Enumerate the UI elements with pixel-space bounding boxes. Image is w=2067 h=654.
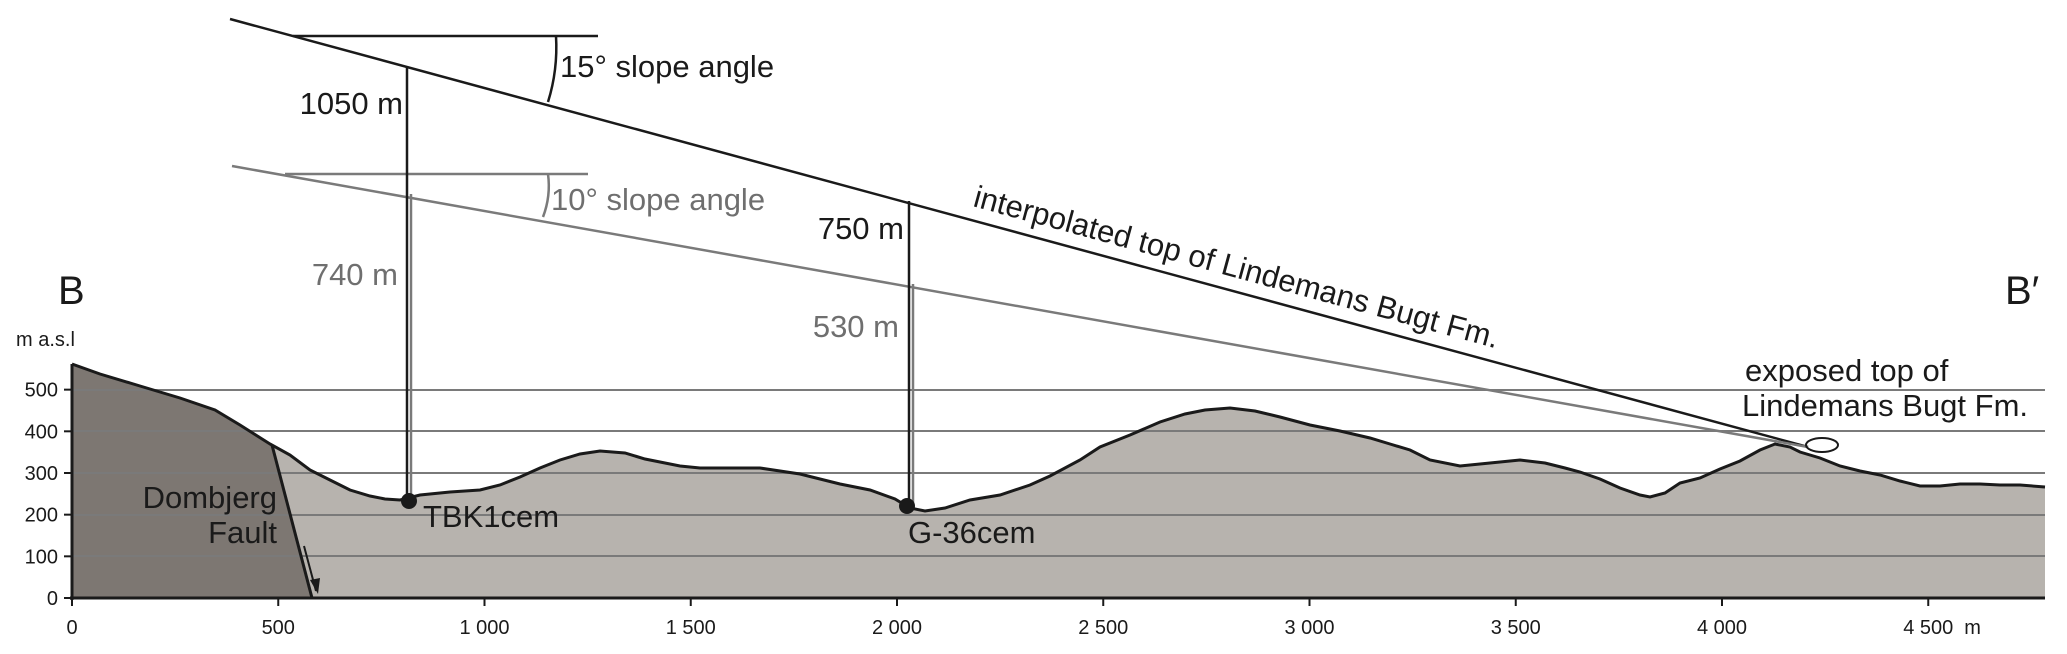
slope10-label: 10° slope angle [551, 182, 765, 217]
section-start-label: B [58, 269, 85, 313]
y-tick-label: 0 [47, 588, 58, 610]
y-tick-label: 200 [25, 505, 58, 527]
exposed-top-label-line1: exposed top of [1745, 353, 1949, 388]
x-tick-label: 4 500 [1903, 617, 1953, 639]
depth-label-740: 740 m [312, 257, 398, 292]
interpolated-top-line-15deg [229, 17, 1809, 449]
slope10-angle-arc [541, 173, 551, 218]
depth-label-750: 750 m [818, 211, 904, 246]
terrain-area [72, 364, 2045, 598]
fault-label-line2: Fault [208, 515, 277, 550]
y-tick-label: 400 [25, 421, 58, 443]
x-tick-label: 4 000 [1697, 617, 1747, 639]
fault-label-line1: Dombjerg [143, 480, 277, 515]
terrain-profile-line [71, 362, 2046, 513]
slope15-label: 15° slope angle [560, 49, 774, 84]
x-tick-label: 1 000 [459, 617, 509, 639]
slope15-angle-arc [546, 35, 558, 103]
depth-label-530: 530 m [813, 309, 899, 344]
sample-label-g36cem: G-36cem [908, 515, 1035, 550]
sample-label-tbk1cem: TBK1cem [423, 499, 559, 534]
y-tick-label: 100 [25, 546, 58, 568]
x-tick-label: 2 000 [872, 617, 922, 639]
y-axis-ticks: 0 100 200 300 400 500 [25, 380, 72, 610]
fault-block [72, 364, 312, 598]
sample-point-tbk1cem [401, 493, 417, 509]
fault-arrow-icon [310, 578, 320, 594]
x-axis-ticks: 0 500 1 000 1 500 2 000 2 500 3 000 3 500 4 000 4… [66, 598, 1981, 639]
depth-label-1050: 1050 m [300, 86, 403, 121]
exposed-top-marker [1805, 437, 1839, 453]
x-tick-label: 0 [66, 617, 77, 639]
x-tick-label: 500 [262, 617, 295, 639]
y-tick-label: 500 [25, 380, 58, 402]
exposed-top-label-line2: Lindemans Bugt Fm. [1742, 388, 2028, 423]
x-tick-label: 3 500 [1491, 617, 1541, 639]
x-axis-unit-label: m [1964, 617, 1981, 639]
slope10-line [231, 164, 1809, 449]
interpolated-top-label: interpolated top of Lindemans Bugt Fm. [970, 179, 1503, 355]
section-end-label: B′ [2005, 269, 2039, 313]
sample-point-g36cem [899, 498, 915, 514]
y-tick-label: 300 [25, 463, 58, 485]
x-tick-label: 2 500 [1078, 617, 1128, 639]
x-tick-label: 3 000 [1284, 617, 1334, 639]
x-tick-label: 1 500 [666, 617, 716, 639]
fault-line [270, 444, 314, 599]
y-axis-unit-label: m a.s.l [16, 329, 75, 351]
